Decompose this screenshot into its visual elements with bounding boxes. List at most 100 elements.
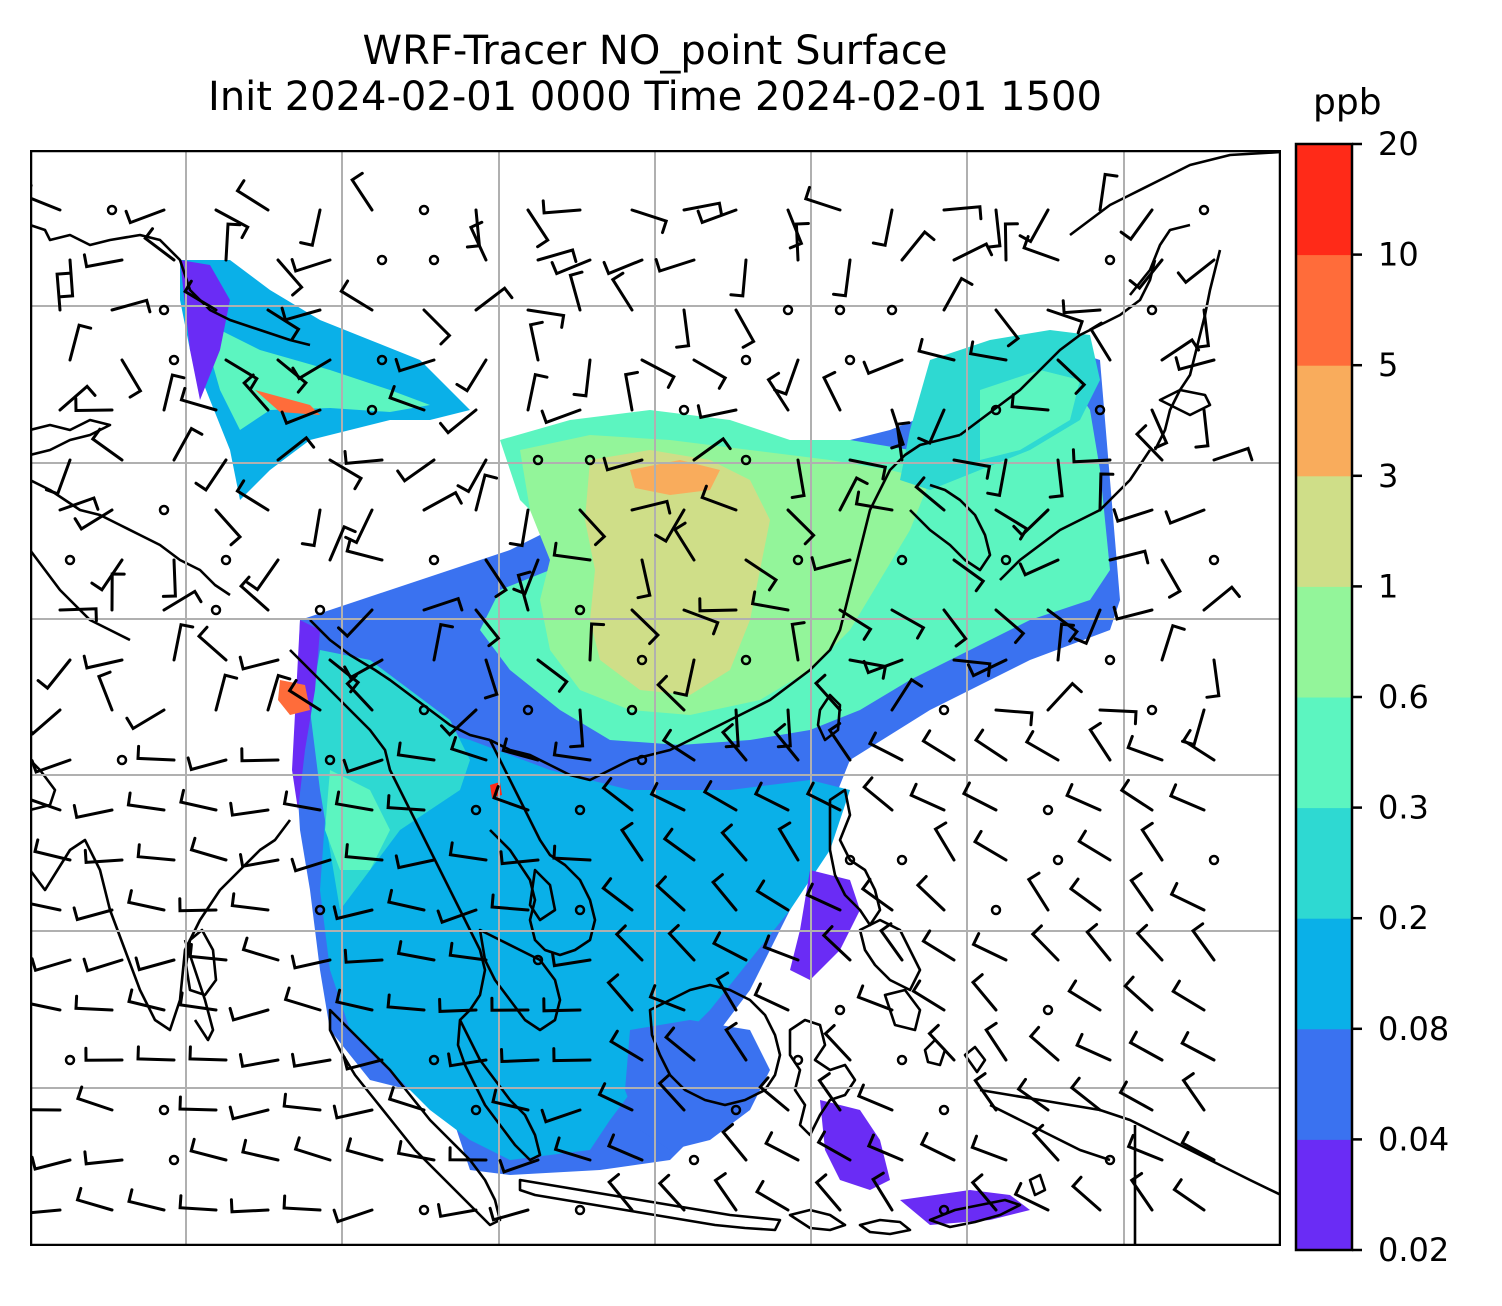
wind-barb [386, 794, 426, 812]
wind-barb [334, 790, 374, 812]
wind-barb [790, 458, 806, 499]
wind-barb [1030, 924, 1060, 962]
wind-barb [952, 658, 992, 678]
wind-barbs [30, 171, 1254, 1224]
wind-barb [540, 408, 582, 425]
calm-wind-circle [168, 1154, 180, 1166]
wind-barb [966, 658, 1008, 678]
wind-barb [235, 179, 270, 212]
colorbar-block [1296, 1139, 1352, 1251]
wind-barb [448, 841, 488, 862]
calm-wind-circle [678, 404, 690, 416]
wind-barb [162, 589, 203, 612]
wind-barb [952, 458, 992, 480]
wind-barb [490, 996, 530, 1012]
wind-barb [238, 1053, 280, 1069]
wind-barb [816, 1130, 852, 1162]
wind-barb [866, 1133, 904, 1162]
calm-wind-circle [210, 604, 222, 616]
wind-barb [973, 1072, 998, 1112]
wind-barb [1118, 1080, 1154, 1112]
wind-barb [229, 801, 270, 817]
calm-wind-circle [782, 304, 794, 316]
wind-barb [856, 984, 894, 1012]
wind-barb [654, 258, 696, 273]
calm-wind-circle [418, 1204, 430, 1216]
calm-wind-circle [168, 354, 180, 366]
wind-barb [30, 957, 72, 973]
tracer-contour [980, 370, 1080, 460]
calm-wind-circle [990, 904, 1002, 916]
calm-wind-circle [1146, 304, 1158, 316]
wind-barb [655, 875, 686, 912]
wind-barb [388, 385, 426, 412]
wind-barb [228, 1006, 270, 1022]
wind-barb [1134, 424, 1164, 462]
wind-barb [345, 537, 384, 562]
wind-barb [224, 222, 242, 262]
calm-wind-circle [1094, 404, 1106, 416]
wind-barb [437, 1203, 478, 1219]
wind-barb [568, 270, 584, 312]
wind-barb [1168, 783, 1206, 812]
wind-barb [332, 1104, 374, 1120]
wind-barb [127, 1188, 166, 1212]
calm-wind-circle [158, 1104, 170, 1116]
wind-barb [30, 183, 62, 212]
wind-barb [656, 674, 686, 712]
wind-barb [803, 185, 842, 212]
wind-barb [73, 508, 114, 531]
calm-wind-circle [938, 1204, 950, 1216]
colorbar-block [1296, 365, 1352, 477]
wind-barb [84, 1046, 124, 1062]
wind-barb [755, 879, 790, 912]
wind-barb [1098, 472, 1115, 512]
wind-barb [610, 271, 634, 312]
wind-barb [862, 658, 904, 675]
wind-barb [821, 370, 842, 412]
wind-barb [468, 220, 488, 262]
wind-barb [386, 993, 426, 1012]
calm-wind-circle [990, 404, 1002, 416]
wind-barb [972, 829, 1008, 862]
wind-barb [673, 658, 696, 697]
wind-barb [1128, 1030, 1164, 1062]
wind-barb [290, 954, 332, 970]
wind-barb [860, 877, 894, 912]
wind-barb [1195, 308, 1211, 349]
wind-barb [172, 622, 195, 662]
wind-barb [394, 357, 436, 373]
wind-barb [456, 458, 488, 494]
wind-barb [447, 1052, 488, 1068]
wind-barb [238, 655, 280, 671]
colorbar-tick-label: 20 [1378, 125, 1419, 163]
wind-barb [927, 1023, 956, 1062]
wind-barb [630, 208, 669, 235]
calm-wind-circle [376, 254, 388, 266]
wind-barb [762, 934, 800, 962]
wind-barb [702, 780, 738, 812]
wind-barb [422, 490, 463, 512]
wind-barb [125, 708, 166, 731]
colorbar-tick-label: 0.02 [1378, 1231, 1449, 1269]
wind-barb [492, 785, 530, 812]
wind-barb [1067, 979, 1102, 1012]
wind-barb [900, 229, 936, 262]
calm-wind-circle [470, 804, 482, 816]
wind-barb [911, 979, 946, 1012]
wind-barb [1128, 258, 1164, 291]
wind-barb [970, 1134, 1008, 1162]
tracer-contour [255, 390, 320, 415]
wind-barb [1073, 608, 1102, 646]
wind-barb [344, 843, 384, 862]
wind-barb [961, 781, 998, 812]
wind-barb [1164, 508, 1206, 525]
calm-wind-circle [1208, 854, 1220, 866]
wind-barb [758, 1076, 790, 1112]
calm-wind-circle [584, 454, 596, 466]
wind-barb [986, 458, 1008, 498]
wind-barb [823, 1024, 852, 1062]
wind-barb [345, 674, 374, 712]
wind-barb [1028, 1025, 1060, 1062]
colorbar-tick-label: 0.08 [1378, 1010, 1449, 1048]
